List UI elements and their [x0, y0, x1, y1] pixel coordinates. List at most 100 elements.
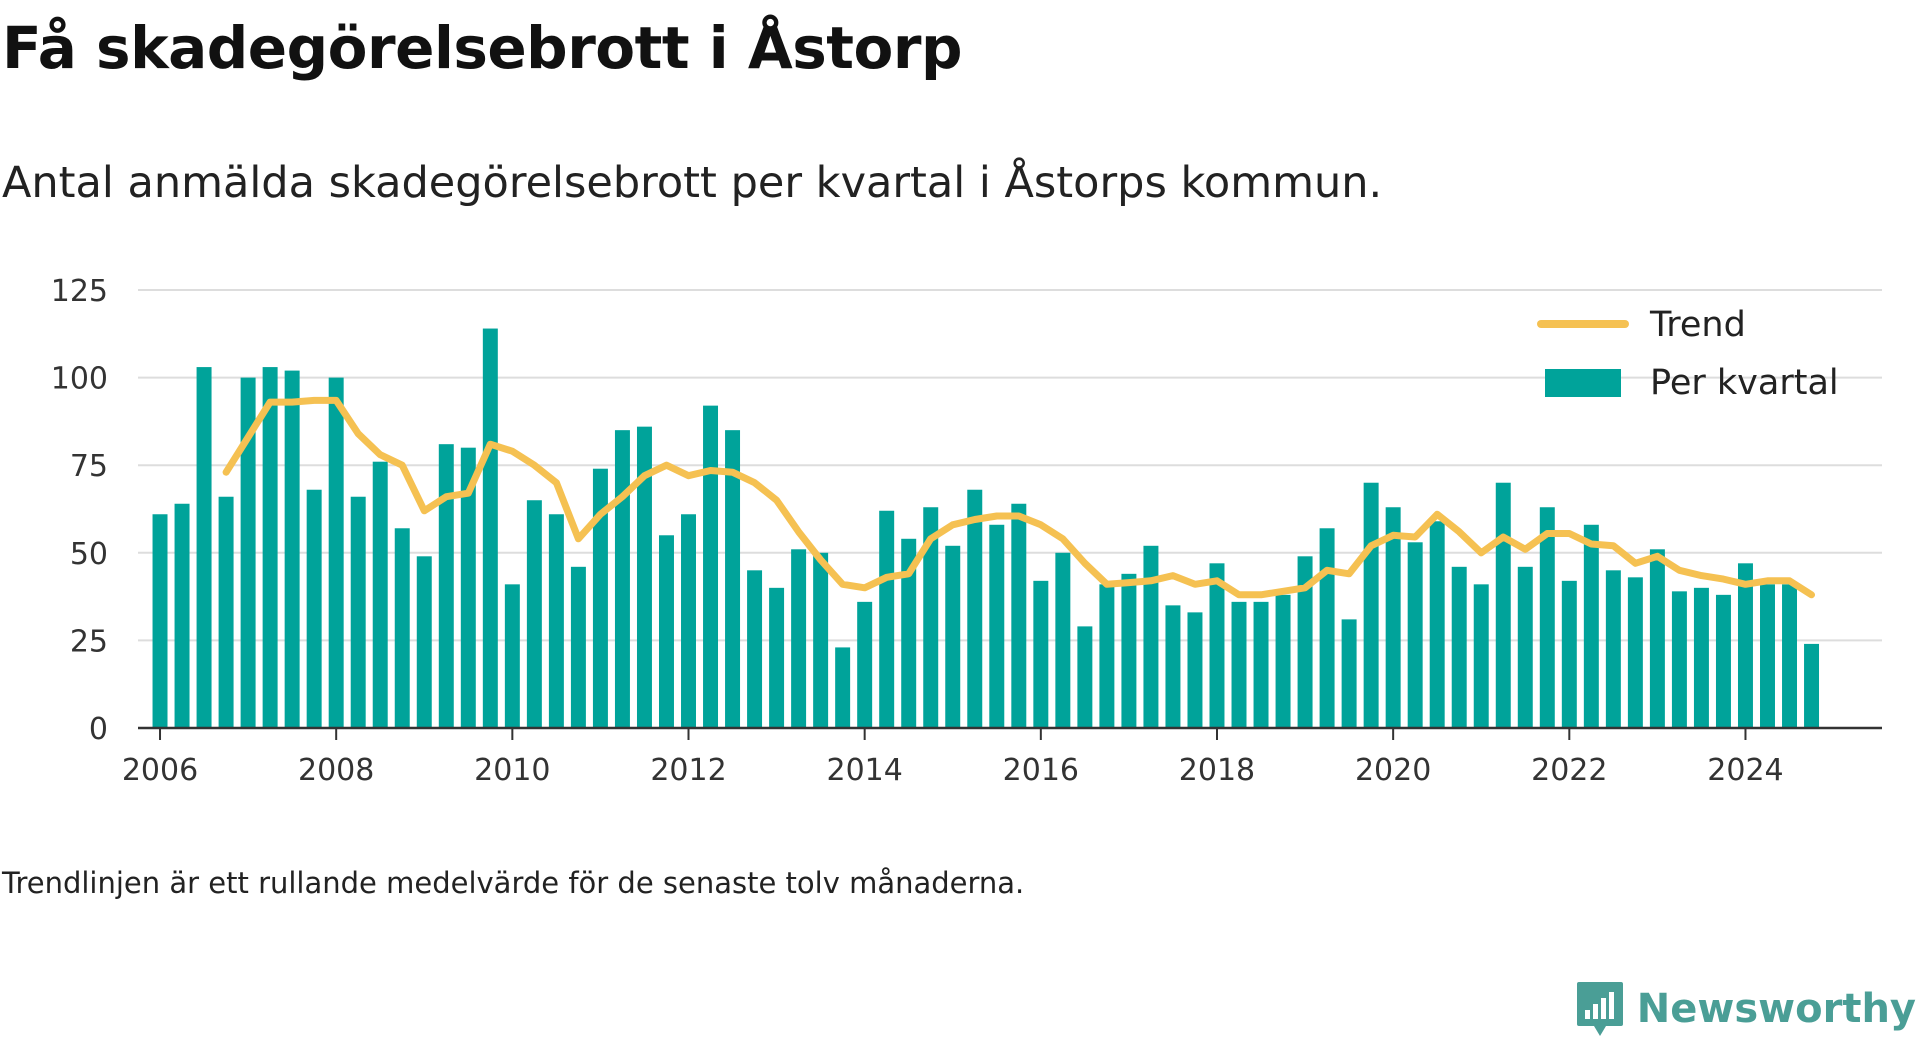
bar [1649, 549, 1665, 728]
bar [240, 377, 256, 728]
bar [262, 367, 278, 728]
bar [1715, 594, 1731, 728]
x-tick-label: 2006 [122, 753, 198, 788]
bar [1363, 482, 1379, 728]
bar [1495, 482, 1511, 728]
bar [1253, 601, 1269, 728]
x-tick-label: 2010 [474, 753, 550, 788]
bar [1055, 552, 1071, 728]
bar [879, 510, 895, 728]
bar [1804, 643, 1820, 728]
x-tick-label: 2018 [1179, 753, 1255, 788]
bar [372, 461, 388, 728]
bar [1539, 507, 1555, 728]
bar [1231, 601, 1247, 728]
x-axis-ticks: 2006 2008 2010 2012 2014 2016 2018 2020 2022 2024 [122, 728, 1784, 788]
x-tick-label: 2022 [1531, 753, 1607, 788]
x-tick-label: 2012 [650, 753, 726, 788]
y-tick-label: 50 [70, 537, 108, 572]
x-tick-label: 2024 [1707, 753, 1783, 788]
bar [1407, 542, 1423, 728]
bar [1209, 563, 1225, 728]
y-tick-label: 100 [51, 362, 108, 397]
bar [1517, 566, 1533, 728]
chart-subtitle: Antal anmälda skadegörelsebrott per kvar… [2, 158, 1383, 208]
bar [1319, 528, 1335, 728]
bar [1429, 521, 1445, 728]
bar [989, 524, 1005, 728]
bar [1671, 591, 1687, 728]
bar [703, 405, 719, 728]
bar [945, 545, 961, 728]
bar [174, 503, 190, 728]
bar [681, 514, 696, 728]
bar [460, 447, 476, 728]
bar [1561, 580, 1577, 728]
bar [967, 489, 983, 728]
bar [1385, 507, 1401, 728]
legend-trend-label: Trend [1649, 305, 1746, 345]
bar [614, 430, 630, 728]
bars [152, 328, 1820, 728]
bar [1275, 594, 1291, 728]
bar [923, 507, 939, 728]
y-tick-label: 75 [70, 449, 108, 484]
footnote: Trendlinjen är ett rullande medelvärde f… [2, 866, 1025, 900]
bar [1033, 580, 1049, 728]
legend-per-kvartal-swatch [1545, 369, 1621, 397]
bar [1782, 584, 1798, 728]
bar [394, 528, 410, 728]
x-tick-label: 2008 [298, 753, 374, 788]
bar [1099, 584, 1115, 728]
bar [350, 496, 366, 728]
bar [769, 587, 785, 728]
bar [438, 444, 454, 728]
legend-per-kvartal-label: Per kvartal [1650, 363, 1839, 403]
bar [284, 370, 300, 728]
trend-line [222, 396, 1815, 599]
bar [196, 367, 212, 728]
bar [1583, 524, 1599, 728]
bar [901, 538, 917, 728]
bar [1187, 612, 1203, 728]
bar [857, 601, 873, 728]
bar [306, 489, 322, 728]
bar [1121, 573, 1137, 728]
x-tick-label: 2016 [1003, 753, 1079, 788]
brand: Newsworthy [1575, 980, 1916, 1038]
bar [548, 514, 564, 728]
bar [1077, 626, 1093, 728]
bar [1165, 605, 1181, 728]
trend-series [222, 396, 1815, 599]
brand-name: Newsworthy [1636, 986, 1916, 1032]
bar [1451, 566, 1467, 728]
bar [658, 535, 674, 728]
bar [504, 584, 520, 728]
y-tick-label: 0 [89, 712, 108, 747]
y-tick-label: 25 [70, 624, 108, 659]
bar [725, 430, 741, 728]
bar [218, 496, 234, 728]
x-tick-label: 2014 [826, 753, 902, 788]
bar [1297, 556, 1313, 728]
bar [791, 549, 807, 728]
bar [813, 552, 829, 728]
bar [416, 556, 432, 728]
bar [152, 514, 168, 728]
bar [482, 328, 498, 728]
bar [1605, 570, 1621, 728]
bar [592, 468, 608, 728]
chart-title: Få skadegörelsebrott i Åstorp [2, 14, 962, 82]
y-tick-label: 125 [51, 274, 108, 309]
bar [636, 426, 652, 728]
bar [1011, 503, 1027, 728]
bar [328, 377, 344, 728]
bar [1341, 619, 1357, 728]
bar [1693, 587, 1709, 728]
x-tick-label: 2020 [1355, 753, 1431, 788]
bar [1627, 577, 1643, 728]
bar [1473, 584, 1489, 728]
bar [1737, 563, 1753, 728]
bar [570, 566, 586, 728]
